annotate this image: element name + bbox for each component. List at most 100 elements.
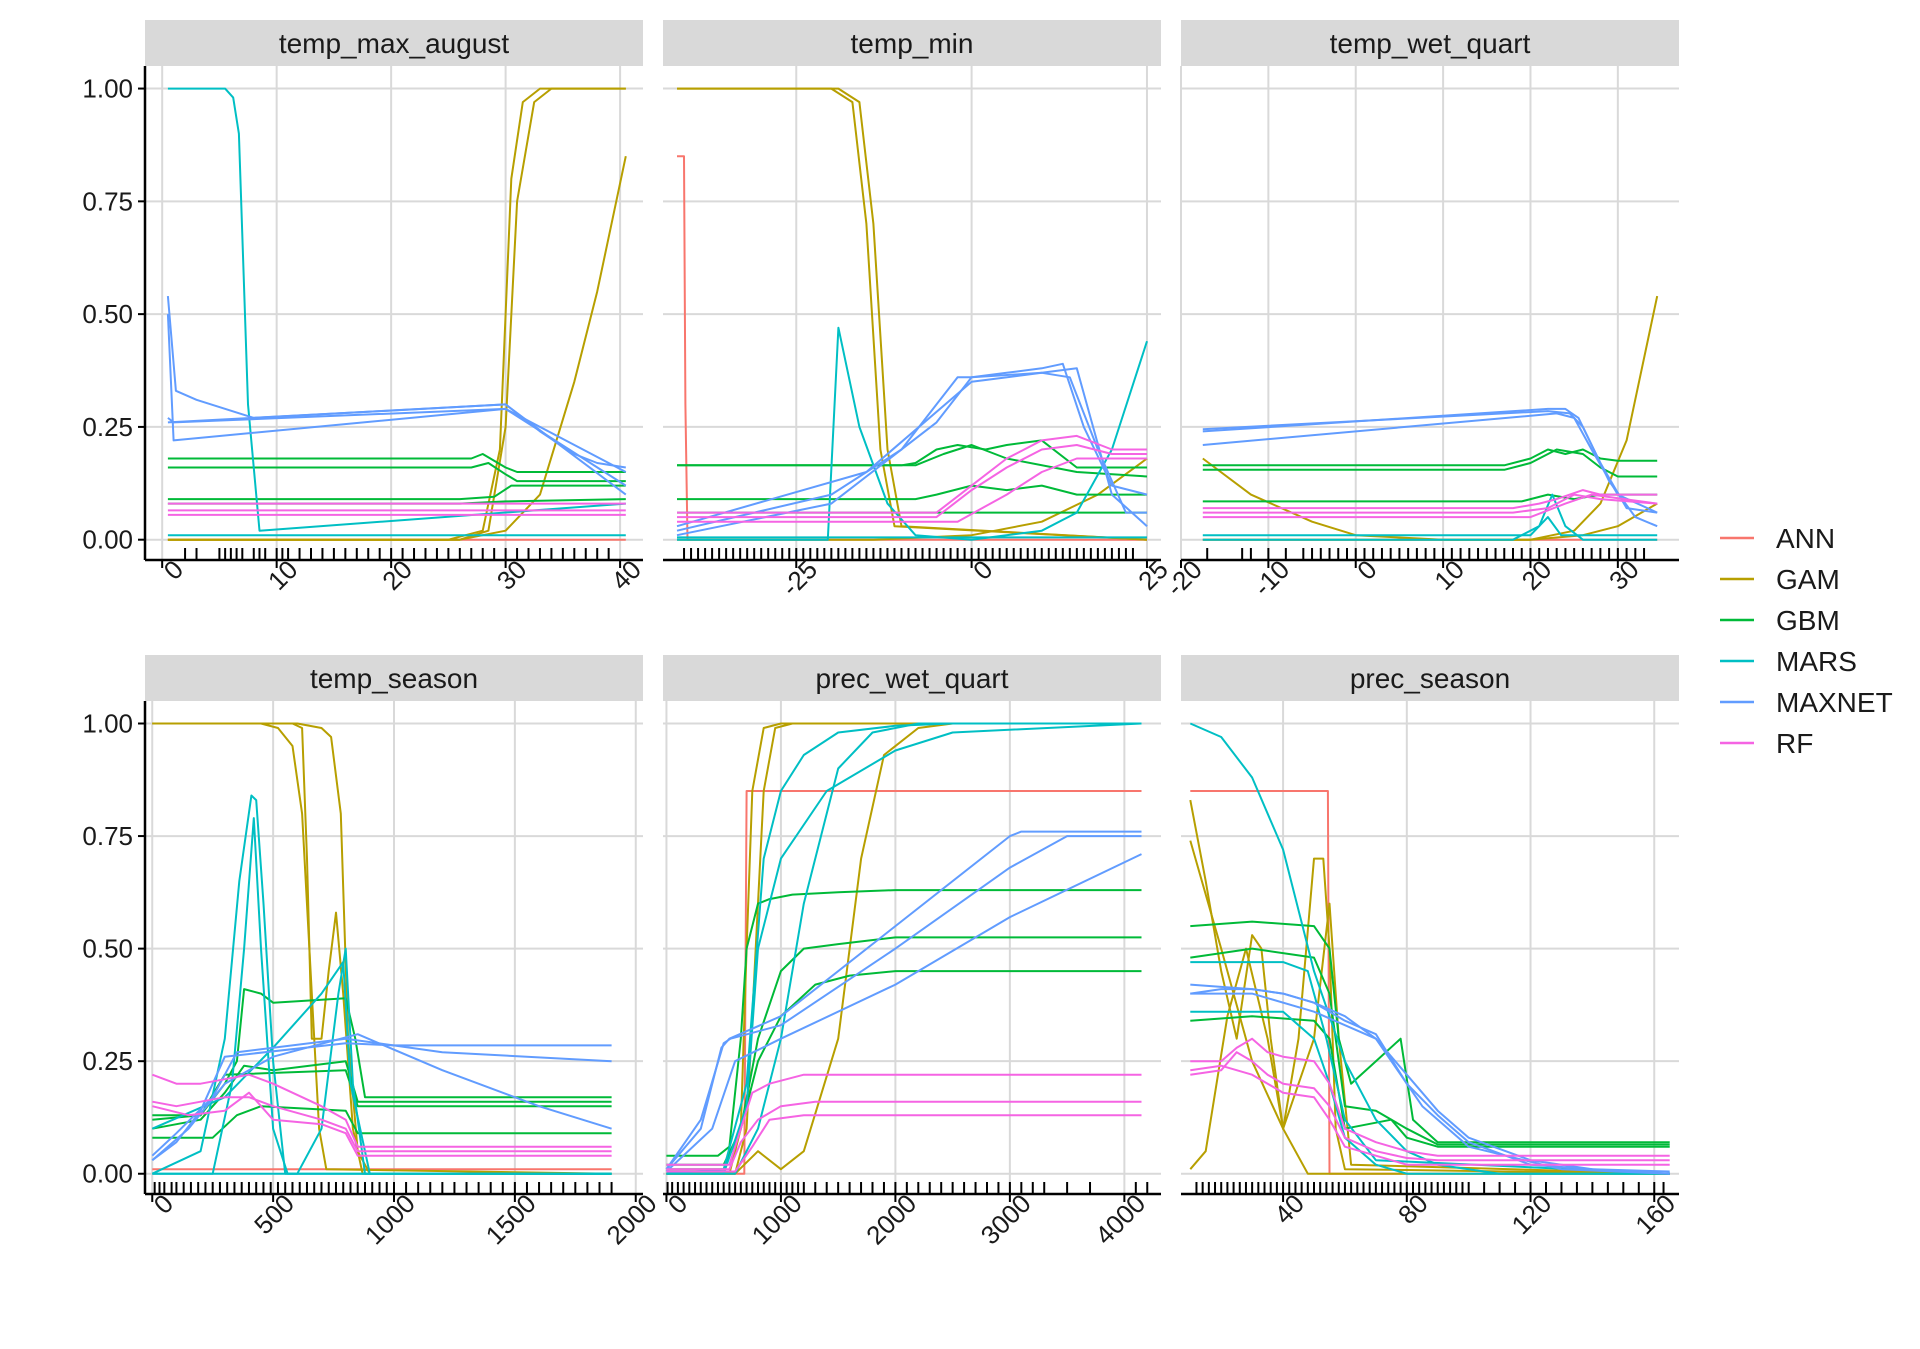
series-line-GBM — [666, 889, 1142, 1157]
facet-strip — [663, 655, 1161, 701]
facet-title: temp_wet_quart — [1330, 28, 1531, 59]
series-line-GBM — [1202, 448, 1658, 467]
series-line-RF — [152, 1096, 612, 1153]
series-line-GBM — [152, 1060, 612, 1130]
series-line-GAM — [677, 457, 1148, 541]
series-line-MAXNET — [676, 371, 1147, 537]
facet-title: temp_season — [310, 663, 478, 694]
series-line-GBM — [677, 484, 1147, 501]
series-line-GAM — [1189, 799, 1670, 1175]
series-line-MARS — [666, 722, 1142, 1175]
series-line-MARS — [1202, 516, 1658, 537]
series-line-MAXNET — [676, 362, 1148, 532]
y-tick-label: 0.75 — [82, 186, 133, 216]
y-tick-label: 0.00 — [82, 1159, 133, 1189]
x-tick-label: 160 — [1629, 1188, 1681, 1240]
x-tick-label: 2000 — [860, 1188, 922, 1250]
x-tick-label: 3000 — [975, 1188, 1037, 1250]
series-line-MARS — [151, 961, 612, 1175]
legend-label-MARS: MARS — [1776, 646, 1857, 677]
series-line-GAM — [666, 722, 1142, 1175]
series-line-RF — [1190, 1064, 1670, 1166]
series-line-MARS — [677, 326, 1148, 541]
series-line-GBM — [677, 439, 1147, 469]
y-tick-label: 0.50 — [82, 299, 133, 329]
series-line-GBM — [152, 1069, 612, 1121]
series-line-RF — [666, 1114, 1142, 1173]
y-tick-label: 1.00 — [82, 74, 133, 104]
series-line-GAM — [1189, 947, 1670, 1175]
series-line-GBM — [1190, 947, 1670, 1146]
x-tick-label: -25 — [775, 554, 823, 602]
series-line-GAM — [1189, 840, 1670, 1175]
series-line-MAXNET — [1202, 410, 1658, 528]
series-line-MARS — [152, 817, 612, 1175]
series-line-RF — [666, 1100, 1142, 1171]
series-line-GBM — [1190, 920, 1670, 1144]
series-line-MAXNET — [167, 403, 627, 496]
series-line-RF — [152, 1091, 612, 1157]
series-line-RF — [666, 1073, 1142, 1166]
series-line-MARS — [1190, 1010, 1670, 1175]
x-tick-label: 1000 — [746, 1188, 808, 1250]
series-line-ANN — [677, 155, 1147, 541]
series-line-GBM — [1202, 448, 1658, 478]
series-line-RF — [677, 444, 1147, 519]
x-tick-label: 4000 — [1089, 1188, 1151, 1250]
series-line-MAXNET — [1202, 407, 1658, 514]
series-line-MARS — [666, 722, 1142, 1175]
y-tick-label: 0.25 — [82, 1046, 133, 1076]
series-line-RF — [1202, 493, 1658, 519]
series-line-MARS — [1189, 722, 1670, 1175]
y-tick-label: 1.00 — [82, 709, 133, 739]
series-line-GBM — [167, 462, 626, 483]
series-line-MAXNET — [166, 314, 627, 487]
y-tick-label: 0.75 — [82, 821, 133, 851]
x-tick-label: 1500 — [480, 1188, 542, 1250]
legend-label-GAM: GAM — [1776, 564, 1840, 595]
x-tick-label: -20 — [1160, 554, 1208, 602]
x-tick-label: 120 — [1505, 1188, 1557, 1240]
facet-strip — [1181, 20, 1679, 66]
series-line-GAM — [167, 87, 626, 541]
series-line-GAM — [152, 722, 612, 1175]
series-line-MAXNET — [1202, 412, 1658, 514]
series-line-GBM — [167, 484, 626, 501]
x-tick-label: -10 — [1247, 554, 1295, 602]
legend: ANN GAM GBM MARS MAXNET RF — [1720, 523, 1893, 759]
series-line-GAM — [677, 87, 1148, 541]
series-line-RF — [151, 1073, 612, 1148]
x-tick-label: 2000 — [600, 1188, 662, 1250]
series-line-MAXNET — [676, 367, 1148, 528]
series-line-MARS — [151, 794, 612, 1175]
series-line-GAM — [152, 722, 612, 1175]
series-line-GAM — [152, 722, 612, 1175]
facet-title: temp_min — [851, 28, 974, 59]
series-line-MAXNET — [665, 830, 1142, 1170]
series-line-MARS — [152, 947, 612, 1175]
x-tick-label: 500 — [248, 1188, 300, 1240]
panel-temp_min: temp_min-25 0 25 — [663, 20, 1174, 602]
facet-title: temp_max_august — [279, 28, 510, 59]
series-line-MAXNET — [167, 407, 627, 473]
series-line-MARS — [167, 87, 626, 532]
series-line-GAM — [666, 722, 1142, 1175]
series-line-RF — [1190, 1037, 1670, 1157]
series-line-GAM — [167, 155, 627, 541]
legend-label-MAXNET: MAXNET — [1776, 687, 1893, 718]
y-tick-label: 0.25 — [82, 412, 133, 442]
y-tick-label: 0.50 — [82, 934, 133, 964]
series-line-MARS — [1202, 493, 1658, 541]
series-line-GBM — [677, 444, 1148, 478]
series-line-GBM — [666, 936, 1142, 1166]
facet-strip — [1181, 655, 1679, 701]
series-line-MAXNET — [665, 835, 1142, 1170]
x-tick-label: 1000 — [359, 1188, 421, 1250]
series-line-GBM — [167, 453, 626, 473]
